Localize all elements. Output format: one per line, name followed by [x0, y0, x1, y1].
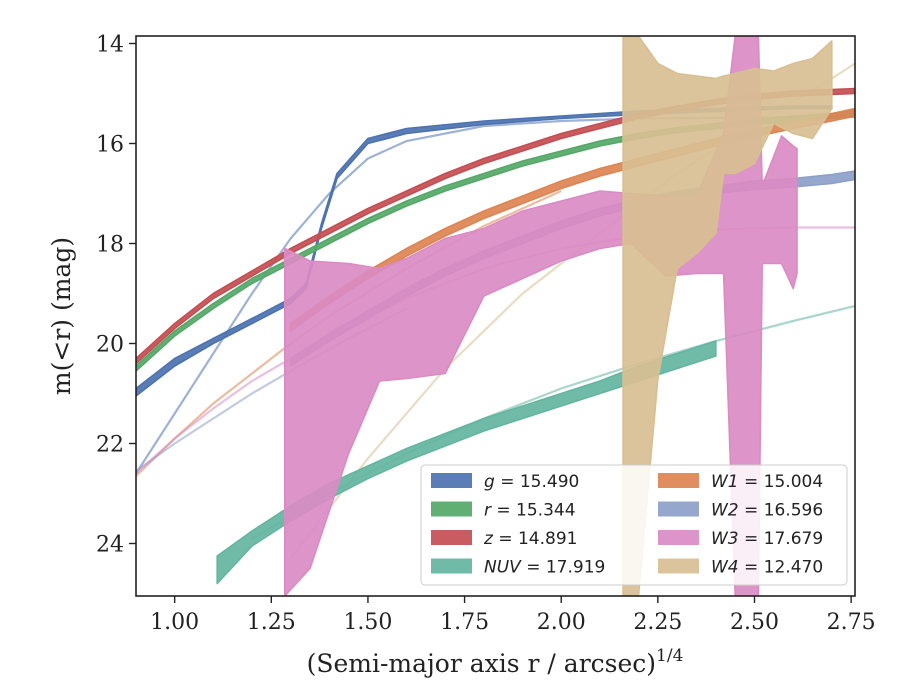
legend: g = 15.490 r = 15.344 z = 14.891 NUV = 17.9…: [420, 464, 848, 586]
legend-label-z: z = 14.891: [483, 529, 577, 549]
legend-label-w3: W3 = 17.679: [711, 529, 823, 549]
axis-ticks: 1.00 1.25 1.50 1.75 2.00 2.25 2.50 2.75 14 16 18 20…: [96, 33, 876, 636]
x-axis-title-main: (Semi-major axis r / arcsec): [307, 649, 656, 678]
legend-swatch-w1: [658, 473, 699, 488]
legend-swatch-z: [431, 530, 472, 545]
band-w4: [622, 36, 833, 596]
legend-label-w1: W1 = 15.004: [711, 472, 823, 492]
legend-swatch-w4: [658, 558, 699, 574]
legend-swatch-r: [431, 501, 472, 517]
legend-label-w2: W2 = 16.596: [711, 501, 823, 521]
x-tick-label: 2.00: [537, 610, 586, 635]
legend-label-r: r = 15.344: [484, 501, 576, 521]
y-tick-label: 18: [96, 233, 124, 258]
legend-swatch-nuv: [431, 558, 472, 574]
x-tick-label: 1.25: [247, 610, 296, 635]
x-tick-label: 2.75: [827, 610, 876, 635]
legend-swatch-w3: [658, 530, 699, 545]
band-z: [136, 87, 855, 365]
y-tick-label: 24: [96, 533, 124, 558]
y-tick-label: 22: [96, 433, 124, 458]
y-tick-label: 16: [96, 133, 124, 158]
y-tick-label: 20: [96, 333, 124, 358]
legend-swatch-g: [431, 473, 472, 488]
y-axis-title: m(<r) (mag): [47, 237, 76, 395]
x-tick-label: 1.75: [440, 610, 489, 635]
x-tick-label: 1.50: [343, 610, 392, 635]
legend-label-g: g = 15.490: [484, 472, 579, 492]
legend-frame: [420, 464, 848, 586]
y-tick-label: 14: [96, 33, 124, 58]
band-r: [136, 110, 855, 372]
x-tick-label: 2.25: [633, 610, 682, 635]
x-tick-label: 1.00: [150, 610, 199, 635]
band-nuv: [216, 340, 717, 585]
legend-label-nuv: NUV = 17.919: [484, 558, 605, 578]
x-axis-title-exponent: 1/4: [656, 646, 683, 666]
x-axis-title: (Semi-major axis r / arcsec)1/4: [307, 646, 684, 678]
x-tick-label: 2.50: [730, 610, 779, 635]
band-w1: [289, 107, 855, 332]
legend-label-w4: W4 = 12.470: [711, 558, 823, 578]
plot-frame: [135, 35, 856, 597]
legend-swatch-w2: [658, 501, 699, 517]
